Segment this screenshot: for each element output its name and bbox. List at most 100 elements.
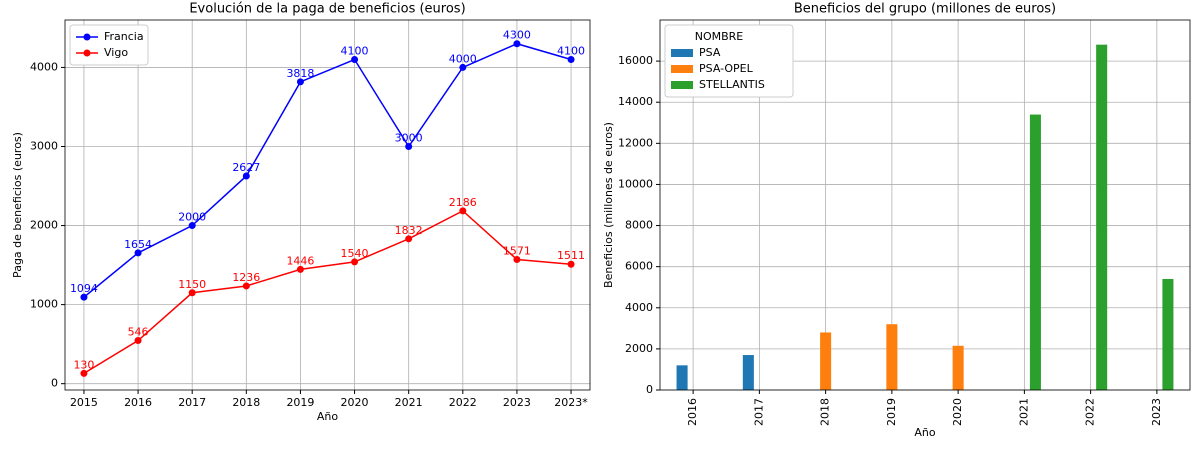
x-tick-label: 2023* [554, 396, 588, 409]
y-tick-label: 1000 [30, 298, 58, 311]
legend-marker [83, 49, 91, 57]
marker [242, 282, 250, 290]
y-tick-label: 0 [51, 377, 58, 390]
y-tick-label: 2000 [625, 342, 653, 355]
legend-swatch [671, 49, 693, 57]
y-tick-label: 2000 [30, 219, 58, 232]
data-label: 1540 [341, 247, 369, 260]
data-label: 1511 [557, 249, 585, 262]
marker [134, 249, 142, 257]
x-tick-label: 2017 [752, 398, 765, 426]
x-tick-label: 2019 [885, 398, 898, 426]
data-label: 4100 [557, 45, 585, 58]
marker [296, 78, 304, 86]
y-tick-label: 4000 [30, 60, 58, 73]
data-label: 1446 [286, 254, 314, 267]
marker [567, 56, 575, 64]
data-label: 2000 [178, 211, 206, 224]
legend-swatch [671, 65, 693, 73]
plot-frame [659, 19, 1191, 391]
data-label: 4000 [449, 52, 477, 65]
y-tick-label: 16000 [618, 54, 653, 67]
line [83, 42, 572, 298]
marker [567, 260, 575, 268]
y-tick-label: 8000 [625, 219, 653, 232]
chart-title: Beneficios del grupo (millones de euros) [794, 2, 1056, 17]
y-tick-label: 3000 [30, 139, 58, 152]
x-axis-label: Año [317, 410, 338, 423]
y-axis-label: Paga de beneficios (euros) [11, 132, 24, 278]
marker [351, 56, 359, 64]
x-tick-label: 2017 [178, 396, 206, 409]
y-tick-label: 4000 [625, 301, 653, 314]
legend-title: NOMBRE [695, 30, 744, 43]
legend-label: Vigo [104, 46, 128, 59]
bar [820, 332, 832, 390]
y-tick-label: 10000 [618, 177, 653, 190]
data-label: 4100 [341, 45, 369, 58]
marker [351, 258, 359, 266]
x-tick-label: 2020 [341, 396, 369, 409]
y-tick-label: 14000 [618, 95, 653, 108]
marker [405, 142, 413, 150]
y-tick-label: 12000 [618, 136, 653, 149]
y-tick-label: 6000 [625, 260, 653, 273]
data-label: 1832 [395, 224, 423, 237]
x-axis-label: Año [914, 426, 935, 439]
marker [134, 337, 142, 345]
marker [513, 40, 521, 48]
legend-box [664, 24, 794, 98]
bar [742, 355, 754, 390]
bar [952, 345, 964, 390]
marker [188, 222, 196, 230]
legend-label: PSA [699, 46, 721, 59]
marker [80, 369, 88, 377]
x-tick-label: 2022 [1084, 398, 1097, 426]
data-label: 4300 [503, 29, 531, 42]
bar [1096, 44, 1108, 391]
marker [188, 289, 196, 297]
data-label: 130 [73, 358, 94, 371]
data-label: 1150 [178, 278, 206, 291]
x-tick-label: 2021 [1017, 398, 1030, 426]
y-tick-label: 0 [646, 383, 653, 396]
plot-frame [64, 19, 591, 391]
marker [513, 255, 521, 263]
x-tick-label: 2015 [70, 396, 98, 409]
data-label: 546 [128, 326, 149, 339]
x-tick-label: 2023 [503, 396, 531, 409]
marker [242, 172, 250, 180]
data-label: 1236 [232, 271, 260, 284]
x-tick-label: 2020 [951, 398, 964, 426]
marker [459, 207, 467, 215]
legend-swatch [671, 81, 693, 89]
chart-title: Evolución de la paga de beneficios (euro… [189, 2, 465, 17]
bar [676, 365, 688, 390]
data-label: 1094 [70, 282, 98, 295]
x-tick-label: 2016 [686, 398, 699, 426]
legend-label: PSA-OPEL [699, 62, 754, 75]
bar [1162, 279, 1174, 390]
data-label: 3000 [395, 131, 423, 144]
marker [459, 63, 467, 71]
marker [296, 265, 304, 273]
x-tick-label: 2022 [449, 396, 477, 409]
marker [80, 293, 88, 301]
x-tick-label: 2018 [232, 396, 260, 409]
data-label: 3818 [286, 67, 314, 80]
bar [1029, 114, 1041, 391]
line [83, 209, 572, 375]
marker [405, 235, 413, 243]
legend-label: Francia [104, 30, 144, 43]
x-tick-label: 2023 [1150, 398, 1163, 426]
x-tick-label: 2018 [819, 398, 832, 426]
legend-marker [83, 33, 91, 41]
y-axis-label: Beneficios (millones de euros) [602, 122, 615, 288]
data-label: 1654 [124, 238, 152, 251]
x-tick-label: 2019 [286, 396, 314, 409]
data-label: 2627 [232, 161, 260, 174]
bar [886, 324, 898, 390]
legend-label: STELLANTIS [699, 78, 765, 91]
x-tick-label: 2016 [124, 396, 152, 409]
